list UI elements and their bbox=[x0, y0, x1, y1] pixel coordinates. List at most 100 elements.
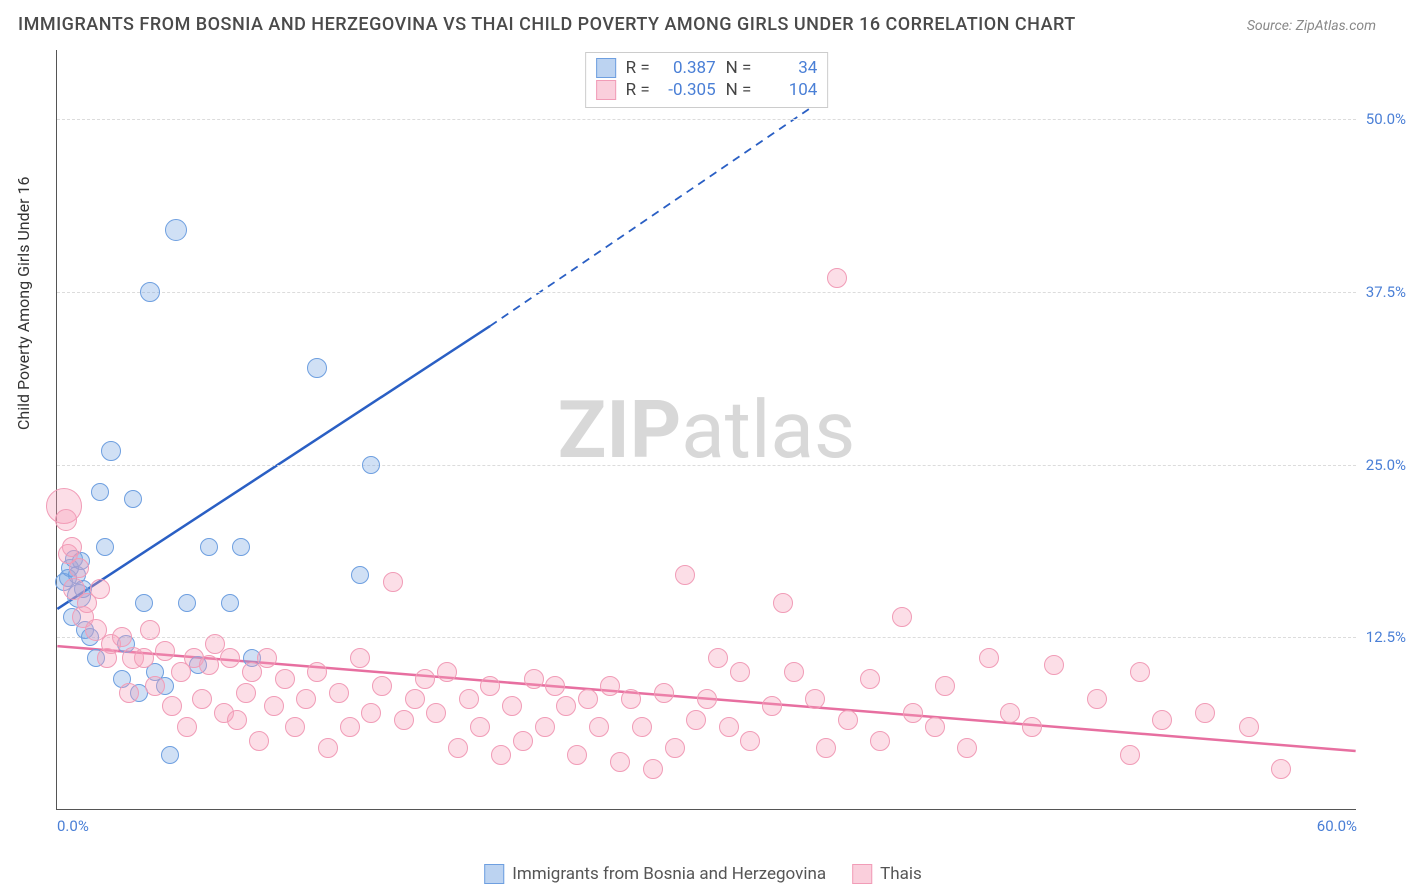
data-point bbox=[134, 648, 154, 668]
data-point bbox=[135, 594, 153, 612]
data-point bbox=[665, 738, 685, 758]
data-point bbox=[220, 648, 240, 668]
data-point bbox=[426, 703, 446, 723]
data-point bbox=[654, 683, 674, 703]
data-point bbox=[740, 731, 760, 751]
data-point bbox=[556, 696, 576, 716]
data-point bbox=[870, 731, 890, 751]
data-point bbox=[227, 710, 247, 730]
data-point bbox=[892, 607, 912, 627]
watermark: ZIPatlas bbox=[558, 383, 855, 477]
data-point bbox=[860, 669, 880, 689]
n-label: N = bbox=[726, 58, 752, 78]
data-point bbox=[62, 537, 82, 557]
data-point bbox=[610, 752, 630, 772]
data-point bbox=[513, 731, 533, 751]
data-point bbox=[257, 648, 277, 668]
data-point bbox=[329, 683, 349, 703]
data-point bbox=[957, 738, 977, 758]
data-point bbox=[1152, 710, 1172, 730]
data-point bbox=[394, 710, 414, 730]
data-point bbox=[200, 538, 218, 556]
data-point bbox=[697, 689, 717, 709]
data-point bbox=[275, 669, 295, 689]
gridline-h bbox=[57, 292, 1356, 293]
data-point bbox=[296, 689, 316, 709]
r-value: 0.387 bbox=[660, 58, 716, 78]
data-point bbox=[567, 745, 587, 765]
data-point bbox=[762, 696, 782, 716]
stats-legend: R =0.387N =34R =-0.305N =104 bbox=[585, 52, 829, 108]
data-point bbox=[600, 676, 620, 696]
r-label: R = bbox=[626, 80, 650, 100]
data-point bbox=[502, 696, 522, 716]
data-point bbox=[437, 662, 457, 682]
data-point bbox=[340, 717, 360, 737]
xtick-label: 0.0% bbox=[57, 817, 89, 835]
data-point bbox=[318, 738, 338, 758]
data-point bbox=[621, 689, 641, 709]
data-point bbox=[96, 538, 114, 556]
data-point bbox=[578, 689, 598, 709]
ytick-label: 25.0% bbox=[1356, 456, 1406, 474]
data-point bbox=[524, 669, 544, 689]
data-point bbox=[232, 538, 250, 556]
data-point bbox=[1239, 717, 1259, 737]
source-attribution: Source: ZipAtlas.com bbox=[1247, 18, 1376, 34]
legend-swatch bbox=[596, 58, 616, 78]
data-point bbox=[925, 717, 945, 737]
data-point bbox=[236, 683, 256, 703]
stats-row: R =-0.305N =104 bbox=[596, 79, 818, 101]
data-point bbox=[719, 717, 739, 737]
data-point bbox=[69, 558, 89, 578]
data-point bbox=[307, 358, 327, 378]
gridline-h bbox=[57, 119, 1356, 120]
data-point bbox=[1044, 655, 1064, 675]
data-point bbox=[470, 717, 490, 737]
data-point bbox=[1195, 703, 1215, 723]
regression-line-dashed bbox=[490, 105, 815, 326]
data-point bbox=[199, 655, 219, 675]
data-point bbox=[249, 731, 269, 751]
data-point bbox=[101, 441, 121, 461]
data-point bbox=[140, 620, 160, 640]
legend-label: Thais bbox=[880, 864, 922, 884]
data-point bbox=[1130, 662, 1150, 682]
data-point bbox=[632, 717, 652, 737]
data-point bbox=[351, 566, 369, 584]
r-value: -0.305 bbox=[660, 80, 716, 100]
xtick-label: 60.0% bbox=[1317, 817, 1357, 835]
ytick-label: 50.0% bbox=[1356, 110, 1406, 128]
data-point bbox=[155, 641, 175, 661]
gridline-h bbox=[57, 637, 1356, 638]
gridline-h bbox=[57, 465, 1356, 466]
data-point bbox=[535, 717, 555, 737]
data-point bbox=[285, 717, 305, 737]
data-point bbox=[264, 696, 284, 716]
data-point bbox=[165, 219, 187, 241]
data-point bbox=[140, 282, 160, 302]
data-point bbox=[162, 696, 182, 716]
n-value: 34 bbox=[761, 58, 817, 78]
data-point bbox=[491, 745, 511, 765]
data-point bbox=[448, 738, 468, 758]
plot-area: ZIPatlas 12.5%25.0%37.5%50.0%0.0%60.0%R … bbox=[56, 50, 1356, 810]
legend-item: Immigrants from Bosnia and Herzegovina bbox=[484, 864, 826, 884]
data-point bbox=[545, 676, 565, 696]
data-point bbox=[675, 565, 695, 585]
data-point bbox=[1022, 717, 1042, 737]
data-point bbox=[221, 594, 239, 612]
data-point bbox=[91, 483, 109, 501]
data-point bbox=[643, 759, 663, 779]
data-point bbox=[372, 676, 392, 696]
data-point bbox=[773, 593, 793, 613]
legend-item: Thais bbox=[852, 864, 922, 884]
data-point bbox=[816, 738, 836, 758]
data-point bbox=[827, 268, 847, 288]
data-point bbox=[161, 746, 179, 764]
data-point bbox=[686, 710, 706, 730]
data-point bbox=[480, 676, 500, 696]
data-point bbox=[1271, 759, 1291, 779]
data-point bbox=[805, 689, 825, 709]
data-point bbox=[350, 648, 370, 668]
